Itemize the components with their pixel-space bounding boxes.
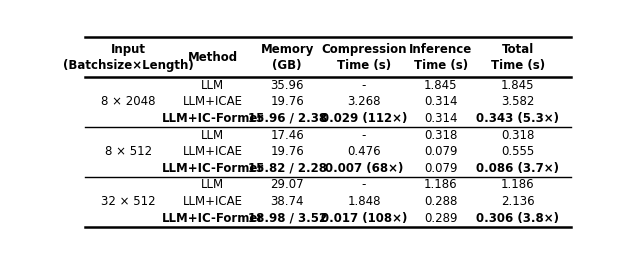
Text: 32 × 512: 32 × 512 bbox=[101, 195, 156, 208]
Text: 1.848: 1.848 bbox=[348, 195, 381, 208]
Text: 17.46: 17.46 bbox=[270, 129, 304, 142]
Text: 18.98 / 3.52: 18.98 / 3.52 bbox=[248, 212, 326, 225]
Text: 19.76: 19.76 bbox=[270, 145, 304, 158]
Text: 0.017 (108×): 0.017 (108×) bbox=[321, 212, 407, 225]
Text: LLM: LLM bbox=[201, 178, 224, 191]
Text: LLM+IC-Former: LLM+IC-Former bbox=[161, 162, 264, 175]
Text: Memory
(GB): Memory (GB) bbox=[260, 42, 314, 71]
Text: 15.82 / 2.28: 15.82 / 2.28 bbox=[248, 162, 326, 175]
Text: 35.96: 35.96 bbox=[270, 79, 304, 92]
Text: 0.007 (68×): 0.007 (68×) bbox=[324, 162, 403, 175]
Text: 0.314: 0.314 bbox=[424, 95, 458, 108]
Text: 2.136: 2.136 bbox=[501, 195, 534, 208]
Text: Inference
Time (s): Inference Time (s) bbox=[409, 42, 472, 71]
Text: 29.07: 29.07 bbox=[270, 178, 304, 191]
Text: 1.186: 1.186 bbox=[424, 178, 458, 191]
Text: 0.029 (112×): 0.029 (112×) bbox=[321, 112, 407, 125]
Text: 3.268: 3.268 bbox=[348, 95, 381, 108]
Text: LLM+IC-Former: LLM+IC-Former bbox=[161, 112, 264, 125]
Text: 0.086 (3.7×): 0.086 (3.7×) bbox=[476, 162, 559, 175]
Text: 15.96 / 2.38: 15.96 / 2.38 bbox=[248, 112, 326, 125]
Text: LLM+ICAE: LLM+ICAE bbox=[182, 145, 243, 158]
Text: 0.079: 0.079 bbox=[424, 162, 458, 175]
Text: 3.582: 3.582 bbox=[501, 95, 534, 108]
Text: Input
(Batchsize×Length): Input (Batchsize×Length) bbox=[63, 42, 194, 71]
Text: 0.555: 0.555 bbox=[501, 145, 534, 158]
Text: 0.343 (5.3×): 0.343 (5.3×) bbox=[476, 112, 559, 125]
Text: 0.476: 0.476 bbox=[347, 145, 381, 158]
Text: 0.289: 0.289 bbox=[424, 212, 458, 225]
Text: 1.186: 1.186 bbox=[501, 178, 534, 191]
Text: LLM+IC-Former: LLM+IC-Former bbox=[161, 212, 264, 225]
Text: 0.288: 0.288 bbox=[424, 195, 458, 208]
Text: LLM: LLM bbox=[201, 129, 224, 142]
Text: -: - bbox=[362, 178, 366, 191]
Text: Total
Time (s): Total Time (s) bbox=[491, 42, 545, 71]
Text: -: - bbox=[362, 129, 366, 142]
Text: Compression
Time (s): Compression Time (s) bbox=[321, 42, 406, 71]
Text: 1.845: 1.845 bbox=[424, 79, 458, 92]
Text: 8 × 2048: 8 × 2048 bbox=[101, 95, 156, 108]
Text: Method: Method bbox=[188, 51, 237, 63]
Text: 0.079: 0.079 bbox=[424, 145, 458, 158]
Text: LLM: LLM bbox=[201, 79, 224, 92]
Text: LLM+ICAE: LLM+ICAE bbox=[182, 195, 243, 208]
Text: 1.845: 1.845 bbox=[501, 79, 534, 92]
Text: 19.76: 19.76 bbox=[270, 95, 304, 108]
Text: 38.74: 38.74 bbox=[270, 195, 304, 208]
Text: 0.314: 0.314 bbox=[424, 112, 458, 125]
Text: 0.306 (3.8×): 0.306 (3.8×) bbox=[476, 212, 559, 225]
Text: 0.318: 0.318 bbox=[424, 129, 458, 142]
Text: 0.318: 0.318 bbox=[501, 129, 534, 142]
Text: LLM+ICAE: LLM+ICAE bbox=[182, 95, 243, 108]
Text: -: - bbox=[362, 79, 366, 92]
Text: 8 × 512: 8 × 512 bbox=[105, 145, 152, 158]
